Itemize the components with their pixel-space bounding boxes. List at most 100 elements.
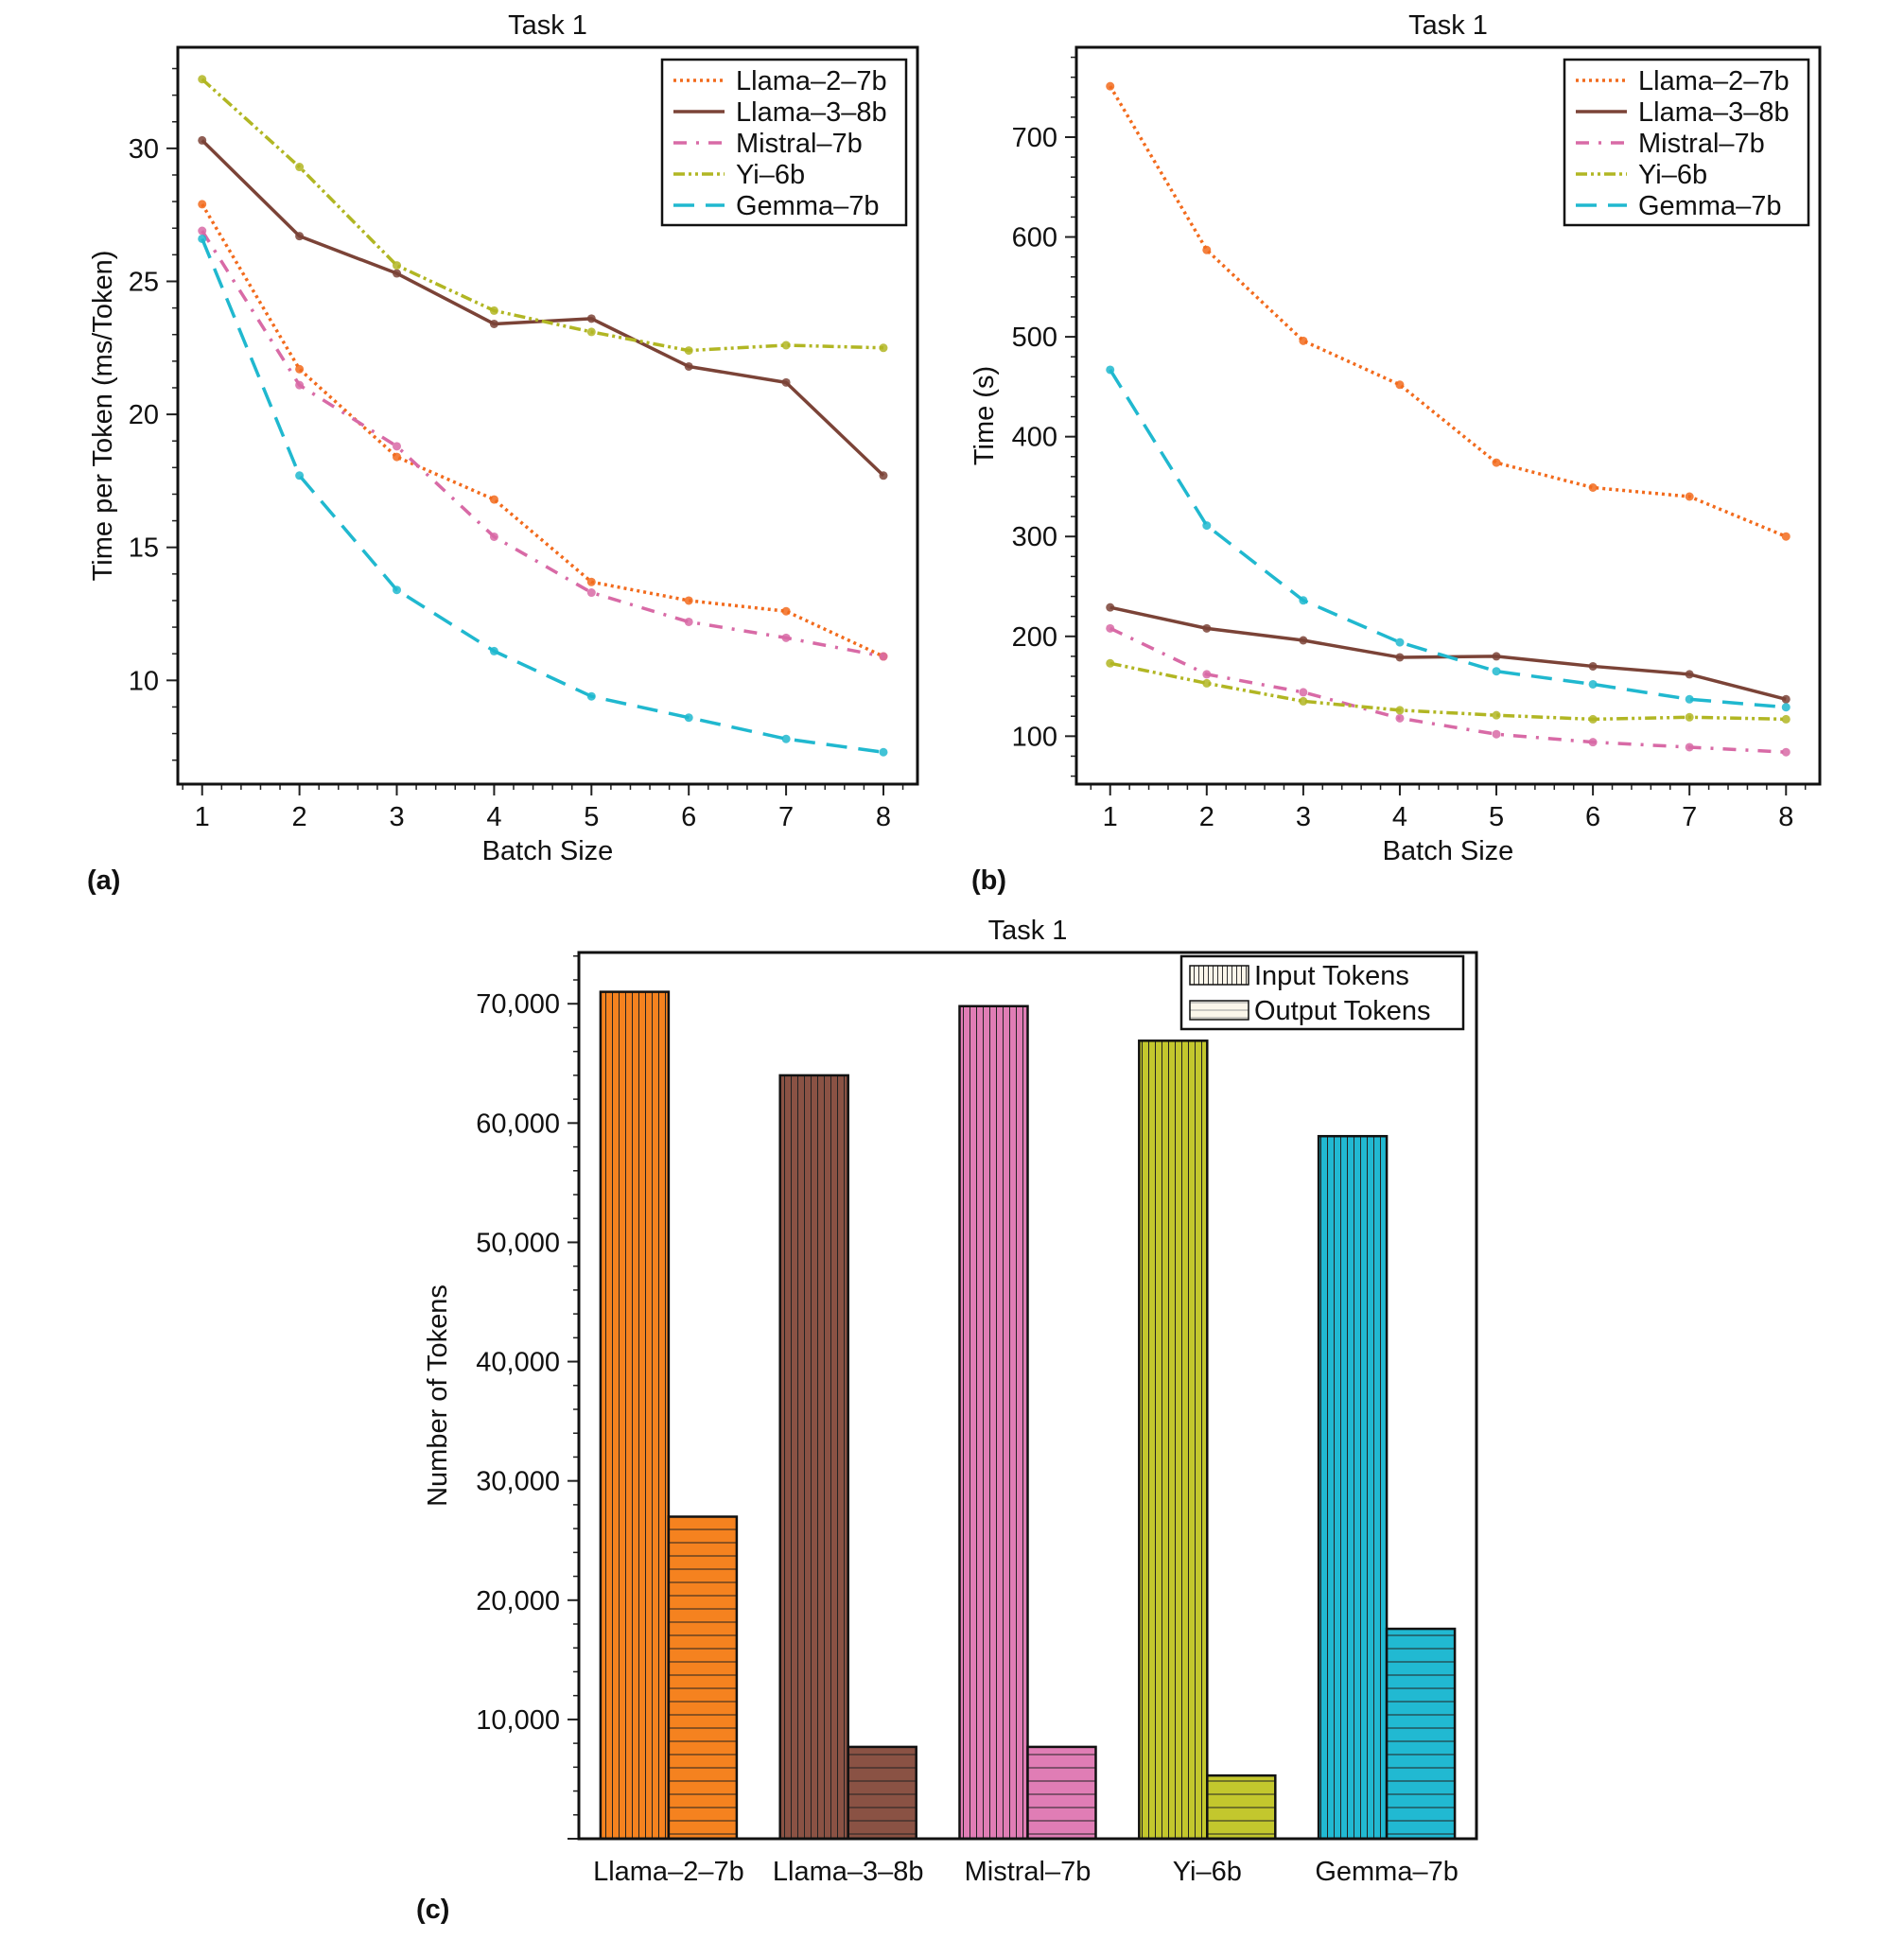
- legend-label: Yi–6b: [1638, 160, 1707, 190]
- data-point: [684, 596, 693, 605]
- bar-output-tokens: [1206, 1773, 1277, 1841]
- y-tick-label: 25: [129, 267, 159, 297]
- legend-swatch: [1189, 965, 1249, 986]
- chart-a: Task 1 10 15 20 25 30 1 2 3 4 5 6 7 8 Batch Size Time p…: [88, 10, 919, 866]
- x-tick-label: 6: [1585, 802, 1600, 832]
- data-point: [393, 269, 402, 278]
- chart-title: Task 1: [508, 10, 587, 41]
- y-tick-label: 50,000: [476, 1228, 560, 1258]
- data-point: [684, 346, 693, 356]
- x-tick-label: 3: [389, 802, 404, 832]
- y-tick-label: 10,000: [476, 1705, 560, 1736]
- series-line-yi-6b: [201, 78, 884, 353]
- data-point: [684, 713, 693, 723]
- data-point: [1492, 458, 1501, 467]
- x-tick-label: 1: [195, 802, 210, 832]
- data-point: [1685, 694, 1694, 704]
- data-point: [586, 327, 596, 337]
- data-point: [1781, 694, 1790, 704]
- x-tick-label: 1: [1103, 802, 1118, 832]
- data-point: [1299, 688, 1308, 697]
- bar-output-tokens: [1385, 1627, 1457, 1841]
- y-tick-label: 500: [1012, 323, 1057, 353]
- data-point: [489, 306, 498, 315]
- x-tick-label: 8: [876, 802, 891, 832]
- data-point: [295, 364, 305, 374]
- series-line-gemma-7b: [201, 237, 884, 754]
- y-tick-label: 200: [1012, 622, 1057, 653]
- data-point: [1588, 661, 1598, 671]
- data-point: [1106, 658, 1115, 668]
- data-point: [781, 377, 791, 387]
- chart-b: Task 1 100 200 300 400 500 600 700 1 2 3 4 5 6 7 8 Batch…: [969, 10, 1822, 866]
- bar-input-tokens: [778, 1074, 849, 1841]
- x-tick-label: Mistral–7b: [965, 1857, 1092, 1887]
- x-tick-label: 2: [1199, 802, 1214, 832]
- x-axis-label: Batch Size: [482, 836, 614, 866]
- data-point: [1781, 714, 1790, 724]
- series-line-yi-6b: [1109, 661, 1787, 722]
- legend-label: Mistral–7b: [736, 129, 863, 159]
- data-point: [586, 691, 596, 701]
- data-point: [879, 343, 888, 353]
- legend-swatch: [1189, 1000, 1249, 1021]
- data-point: [1202, 521, 1212, 531]
- plot-frame: [577, 951, 1478, 1841]
- data-point: [489, 495, 498, 504]
- legend-label: Input Tokens: [1254, 961, 1409, 991]
- y-tick-label: 700: [1012, 123, 1057, 153]
- y-tick-label: 20: [129, 400, 159, 430]
- data-point: [1492, 652, 1501, 661]
- data-point: [1299, 336, 1308, 345]
- data-point: [489, 532, 498, 541]
- data-point: [393, 585, 402, 595]
- bar-input-tokens: [958, 1004, 1029, 1841]
- data-point: [393, 442, 402, 451]
- data-point: [198, 75, 207, 84]
- series-line-llama-3-8b: [1109, 605, 1787, 701]
- data-point: [1492, 710, 1501, 720]
- legend-label: Mistral–7b: [1638, 129, 1765, 159]
- y-tick-label: 10: [129, 666, 159, 696]
- data-point: [1781, 532, 1790, 541]
- data-point: [1685, 712, 1694, 722]
- y-tick-label: 70,000: [476, 989, 560, 1020]
- data-point: [1685, 670, 1694, 679]
- panel-label-b: (b): [971, 865, 1006, 896]
- y-axis-label: Time per Token (ms/Token): [88, 251, 118, 582]
- data-point: [489, 319, 498, 328]
- data-point: [393, 452, 402, 462]
- series-line-gemma-7b: [1109, 369, 1787, 709]
- data-point: [1106, 623, 1115, 633]
- data-point: [198, 200, 207, 209]
- data-point: [1781, 747, 1790, 757]
- data-point: [1395, 653, 1405, 662]
- data-point: [1202, 678, 1212, 688]
- data-point: [295, 471, 305, 480]
- data-point: [295, 163, 305, 172]
- data-point: [1588, 483, 1598, 492]
- y-tick-label: 100: [1012, 722, 1057, 752]
- x-tick-label: 7: [778, 802, 794, 832]
- y-tick-label: 20,000: [476, 1586, 560, 1616]
- data-point: [684, 617, 693, 626]
- legend-label: Llama–3–8b: [1638, 97, 1790, 128]
- data-point: [879, 471, 888, 480]
- data-point: [586, 577, 596, 586]
- data-point: [1588, 738, 1598, 747]
- data-point: [1299, 696, 1308, 706]
- data-point: [684, 361, 693, 371]
- x-tick-label: 6: [681, 802, 696, 832]
- legend-label: Llama–3–8b: [736, 97, 887, 128]
- series-line-mistral-7b: [1109, 626, 1787, 754]
- data-point: [586, 588, 596, 598]
- series-line-llama-2-7b: [1109, 85, 1787, 538]
- data-point: [1395, 380, 1405, 390]
- data-point: [198, 234, 207, 243]
- data-point: [198, 226, 207, 236]
- x-tick-label: Gemma–7b: [1315, 1857, 1459, 1887]
- chart-title: Task 1: [988, 916, 1068, 946]
- x-tick-label: 5: [584, 802, 599, 832]
- data-point: [586, 314, 596, 323]
- y-tick-label: 30,000: [476, 1467, 560, 1497]
